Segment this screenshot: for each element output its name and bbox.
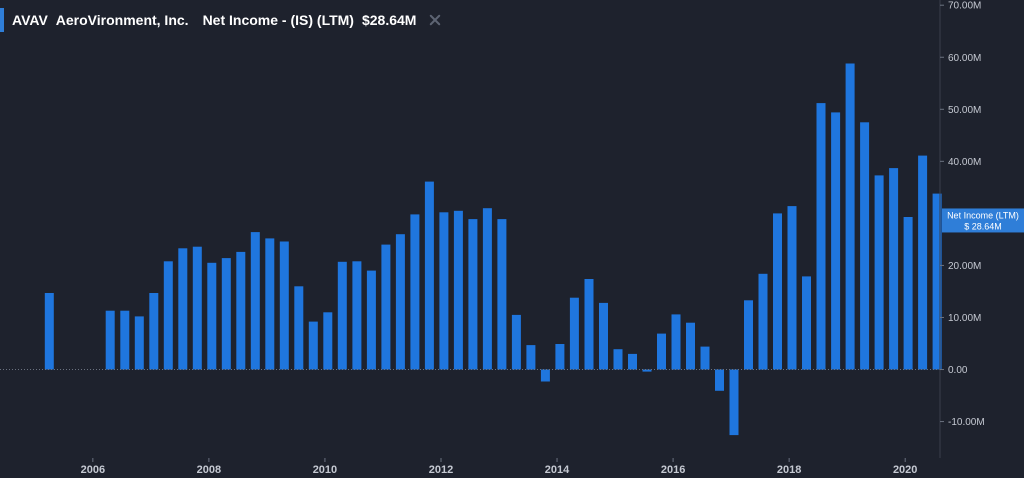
bar — [352, 261, 362, 370]
bar — [816, 103, 826, 370]
bar — [279, 241, 289, 370]
bar — [395, 234, 405, 370]
x-tick-label: 2008 — [197, 464, 221, 476]
bar — [221, 258, 231, 370]
bar — [686, 322, 695, 370]
y-tick-label: 0.00 — [948, 365, 968, 376]
x-axis-ticks: 2006 2008 2010 2012 2014 2016 2018 2020 — [81, 458, 917, 476]
bar — [845, 63, 855, 370]
bar — [918, 155, 928, 370]
bar — [366, 270, 376, 370]
bar — [308, 321, 318, 370]
bar — [903, 217, 913, 370]
bar — [569, 297, 579, 370]
bar — [700, 346, 710, 370]
bar — [613, 349, 623, 370]
bar — [265, 238, 275, 370]
bar — [453, 210, 463, 370]
bar — [482, 208, 492, 370]
bar — [424, 181, 434, 370]
y-tick-label: 70.00M — [948, 1, 981, 12]
bar — [236, 251, 246, 370]
y-tick-label: -10.00M — [948, 417, 985, 428]
bar — [758, 273, 768, 370]
x-tick-label: 2016 — [661, 464, 685, 476]
bar — [599, 302, 608, 370]
value-flag-box — [942, 208, 1024, 233]
bar — [468, 219, 478, 370]
bar — [410, 214, 420, 370]
series-color-marker — [0, 8, 4, 32]
bar — [889, 168, 899, 370]
bar — [555, 344, 565, 370]
value-flag-value: $ 28.64M — [964, 221, 1002, 231]
y-tick-label: 20.00M — [948, 261, 981, 272]
bar — [511, 314, 521, 370]
bar — [44, 293, 54, 370]
bar — [773, 213, 782, 370]
x-tick-label: 2018 — [777, 464, 801, 476]
bar — [802, 276, 811, 370]
metric-name: Net Income - (IS) (LTM) — [202, 12, 354, 28]
close-icon[interactable] — [428, 13, 442, 27]
x-tick-label: 2014 — [545, 464, 570, 476]
y-axis-ticks: -10.00M 0.00 10.00M 20.00M 40.00M 50.00M 60.00… — [940, 1, 985, 428]
bar — [105, 310, 115, 370]
bar — [163, 261, 173, 370]
bar — [381, 244, 391, 370]
bar — [932, 193, 942, 370]
bar — [250, 232, 260, 370]
x-tick-label: 2012 — [429, 464, 453, 476]
bar — [715, 369, 724, 391]
metric-value: $28.64M — [361, 12, 417, 28]
y-tick-label: 10.00M — [948, 313, 981, 324]
y-tick-label: 50.00M — [948, 105, 981, 116]
ticker-symbol: AVAV — [12, 12, 48, 28]
company-name: AeroVironment, Inc. — [55, 12, 189, 28]
y-tick-label: 60.00M — [948, 53, 981, 64]
chart-legend-header: AVAV AeroVironment, Inc. Net Income - (I… — [0, 6, 453, 34]
bar — [439, 212, 449, 370]
bar — [787, 206, 797, 370]
bar — [178, 248, 188, 370]
bar — [337, 261, 347, 370]
x-tick-label: 2006 — [81, 464, 105, 476]
bar — [149, 293, 159, 370]
bar — [526, 345, 536, 370]
bar — [628, 353, 637, 370]
value-flag-label: Net Income (LTM) — [947, 210, 1019, 220]
bar — [831, 112, 841, 370]
bar — [584, 279, 594, 370]
bar — [744, 300, 753, 370]
bar — [671, 314, 681, 370]
x-tick-label: 2020 — [893, 464, 917, 476]
x-tick-label: 2010 — [313, 464, 337, 476]
bar — [497, 219, 507, 370]
bar — [642, 369, 652, 372]
bar — [323, 312, 333, 370]
bar — [192, 246, 202, 370]
bar — [657, 333, 666, 370]
bar — [540, 369, 550, 382]
bar — [294, 286, 304, 370]
bar — [134, 316, 144, 370]
bars-layer — [44, 63, 942, 436]
value-flag: Net Income (LTM) $ 28.64M — [942, 208, 1024, 233]
bar — [207, 262, 217, 370]
bar — [860, 122, 870, 370]
bar — [729, 369, 739, 436]
bar — [874, 175, 884, 370]
bar — [120, 310, 130, 370]
y-tick-label: 40.00M — [948, 157, 981, 168]
